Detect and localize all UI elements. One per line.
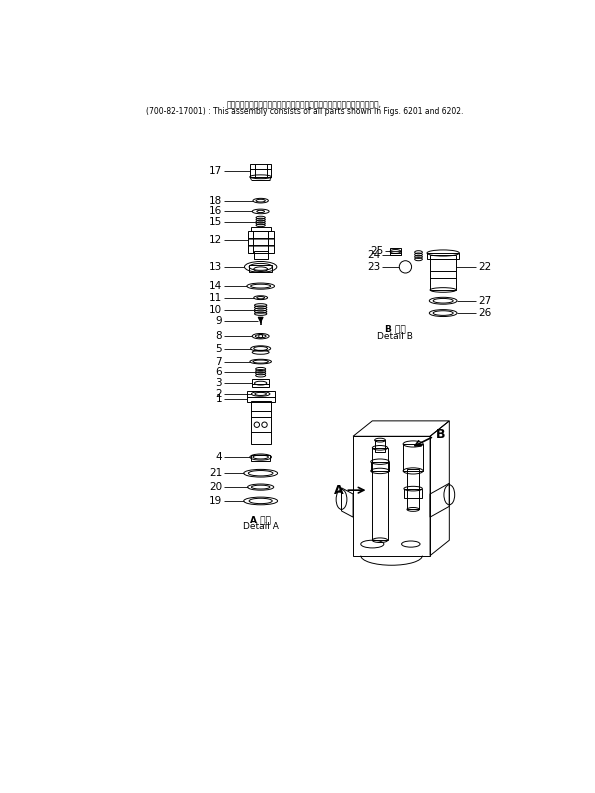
Text: 14: 14 — [209, 282, 222, 291]
Bar — [250, 400, 271, 444]
Bar — [390, 247, 401, 255]
Text: 23: 23 — [368, 262, 381, 272]
Bar — [249, 265, 273, 272]
Bar — [404, 488, 422, 498]
Bar — [430, 255, 456, 290]
Text: 11: 11 — [209, 293, 222, 303]
Bar — [247, 391, 274, 401]
Text: 7: 7 — [215, 357, 222, 366]
Text: 17: 17 — [209, 167, 222, 176]
Bar — [250, 227, 271, 232]
Text: 27: 27 — [478, 296, 491, 306]
Text: 10: 10 — [209, 305, 222, 315]
Text: A 詳細: A 詳細 — [250, 515, 271, 524]
Text: (700-82-17001) : This assembly consists of all parts shown in Figs. 6201 and 620: (700-82-17001) : This assembly consists … — [146, 107, 464, 116]
Text: B: B — [436, 428, 445, 441]
Text: このアセンブリの構成部品は第６２０１図および第６２０２図を含みます,: このアセンブリの構成部品は第６２０１図および第６２０２図を含みます, — [227, 100, 382, 109]
Text: 12: 12 — [209, 235, 222, 245]
Text: 8: 8 — [215, 331, 222, 341]
Bar — [407, 469, 419, 509]
Text: 26: 26 — [478, 308, 491, 318]
Bar — [252, 454, 270, 461]
Text: 21: 21 — [209, 468, 222, 478]
Text: 5: 5 — [215, 344, 222, 354]
Text: 4: 4 — [215, 452, 222, 462]
Text: 2: 2 — [215, 389, 222, 399]
Text: 16: 16 — [209, 206, 222, 216]
Bar — [253, 251, 268, 259]
Text: 6: 6 — [215, 367, 222, 377]
Text: A: A — [334, 484, 344, 496]
Text: 9: 9 — [215, 316, 222, 326]
Text: 3: 3 — [215, 378, 222, 388]
Text: 24: 24 — [368, 251, 381, 260]
Text: B 詳細: B 詳細 — [385, 324, 406, 333]
Text: 19: 19 — [209, 496, 222, 506]
Bar — [252, 379, 269, 387]
Text: 15: 15 — [209, 217, 222, 228]
Bar — [427, 253, 459, 259]
Bar — [250, 164, 271, 177]
Text: Detail A: Detail A — [243, 522, 278, 531]
Text: Detail B: Detail B — [377, 331, 414, 341]
Bar — [375, 440, 386, 452]
Text: 20: 20 — [209, 482, 222, 492]
Text: 25: 25 — [371, 247, 384, 256]
Text: 22: 22 — [478, 262, 491, 272]
Text: 13: 13 — [209, 262, 222, 272]
Bar — [403, 444, 423, 471]
Text: 18: 18 — [209, 196, 222, 205]
Bar — [372, 448, 388, 540]
Bar — [248, 232, 274, 253]
Text: 1: 1 — [215, 394, 222, 404]
Bar — [371, 462, 389, 471]
